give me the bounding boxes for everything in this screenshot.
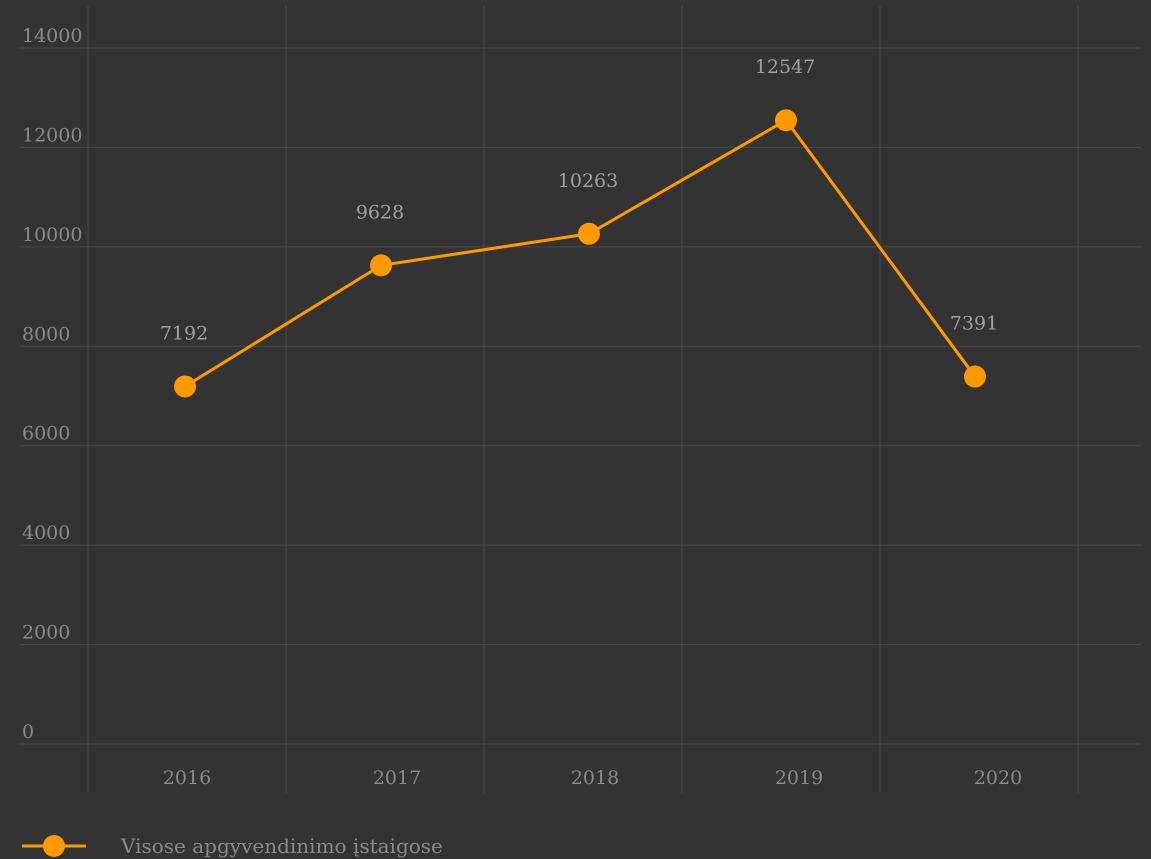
x-tick-label: 2016 [163, 767, 211, 789]
data-point [578, 222, 600, 245]
y-tick-label: 4000 [22, 522, 70, 544]
x-tick-label: 2018 [571, 767, 619, 789]
x-tick-label: 2020 [974, 767, 1022, 789]
data-label: 7391 [950, 313, 998, 335]
axis-labels: 0 2000 4000 6000 8000 10000 12000 14000 2016 2017… [22, 25, 1022, 789]
legend-label: Visose apgyvendinimo įstaigose [120, 834, 443, 858]
data-label: 7192 [160, 322, 208, 344]
y-tick-label: 8000 [22, 323, 70, 345]
y-tick-label: 2000 [22, 622, 70, 644]
x-tick-label: 2019 [775, 767, 823, 789]
data-label: 12547 [755, 56, 815, 78]
data-point [964, 365, 986, 388]
data-point [775, 109, 797, 132]
series: 7192 9628 10263 12547 7391 [160, 56, 998, 398]
legend-marker [43, 835, 65, 857]
data-label: 10263 [558, 170, 618, 192]
data-point [174, 375, 196, 398]
y-tick-label: 0 [22, 721, 34, 743]
x-tick-label: 2017 [373, 767, 421, 789]
data-label: 9628 [356, 201, 404, 223]
data-point [370, 254, 392, 277]
grid [20, 6, 1141, 793]
y-tick-label: 10000 [22, 224, 82, 246]
y-tick-label: 14000 [22, 25, 82, 47]
legend: Visose apgyvendinimo įstaigose [22, 834, 443, 858]
y-tick-label: 12000 [22, 124, 82, 146]
y-tick-label: 6000 [22, 423, 70, 445]
